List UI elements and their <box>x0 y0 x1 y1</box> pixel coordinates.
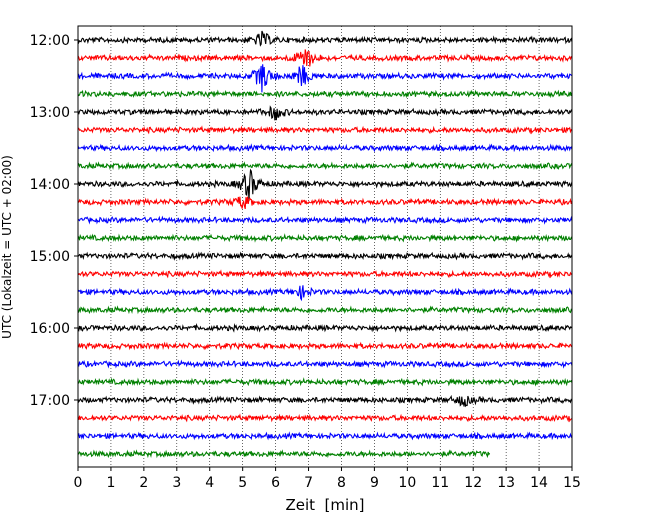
trace-row <box>77 394 573 408</box>
y-tick-label: 15:00 <box>30 249 70 265</box>
x-tick-label: 0 <box>74 475 83 491</box>
x-tick-label: 8 <box>337 475 346 491</box>
x-tick-label: 4 <box>205 475 214 491</box>
y-axis-label: UTC (Lokalzeit = UTC + 02:00) <box>0 155 14 339</box>
trace-row <box>77 64 573 93</box>
x-tick-label: 3 <box>172 475 181 491</box>
x-tick-label: 5 <box>238 475 247 491</box>
trace-row <box>77 431 573 441</box>
x-tick-label: 14 <box>530 475 548 491</box>
trace-row <box>77 269 573 279</box>
y-axis-ticks: 12:00 13:00 14:00 15:00 16:00 17:00 <box>30 33 78 409</box>
x-axis-ticks: 0 1 2 3 4 5 6 7 8 9 10 11 12 13 14 15 <box>74 467 581 491</box>
x-tick-label: 9 <box>370 475 379 491</box>
trace-row <box>77 105 573 121</box>
trace-row <box>77 143 573 153</box>
x-tick-label: 15 <box>563 475 581 491</box>
x-tick-label: 1 <box>106 475 115 491</box>
x-tick-label: 2 <box>139 475 148 491</box>
trace-row <box>77 125 573 135</box>
x-tick-label: 7 <box>304 475 313 491</box>
trace-row <box>77 89 573 99</box>
trace-row <box>77 449 491 459</box>
y-tick-label: 12:00 <box>30 33 70 49</box>
trace-row <box>77 161 573 171</box>
trace-row <box>77 215 573 225</box>
plot-frame <box>77 25 573 468</box>
trace-row <box>77 413 573 423</box>
trace-row <box>77 359 573 369</box>
trace-row <box>77 30 573 47</box>
y-tick-label: 13:00 <box>30 105 70 121</box>
traces <box>77 30 573 459</box>
trace-row <box>77 233 573 243</box>
trace-row <box>77 285 573 302</box>
x-tick-label: 6 <box>271 475 280 491</box>
x-tick-label: 13 <box>497 475 515 491</box>
trace-row <box>77 305 573 315</box>
trace-row <box>77 377 573 387</box>
trace-row <box>77 49 573 67</box>
trace-row <box>77 341 573 351</box>
y-tick-label: 14:00 <box>30 177 70 193</box>
trace-row <box>77 323 573 333</box>
y-tick-label: 17:00 <box>30 393 70 409</box>
x-tick-label: 11 <box>431 475 449 491</box>
y-tick-label: 16:00 <box>30 321 70 337</box>
plot-background <box>78 26 572 467</box>
trace-row <box>77 168 573 202</box>
x-axis-label: Zeit [min] <box>285 496 364 514</box>
trace-row <box>77 196 573 210</box>
x-tick-label: 10 <box>398 475 416 491</box>
x-tick-label: 12 <box>464 475 482 491</box>
trace-row <box>77 251 573 261</box>
